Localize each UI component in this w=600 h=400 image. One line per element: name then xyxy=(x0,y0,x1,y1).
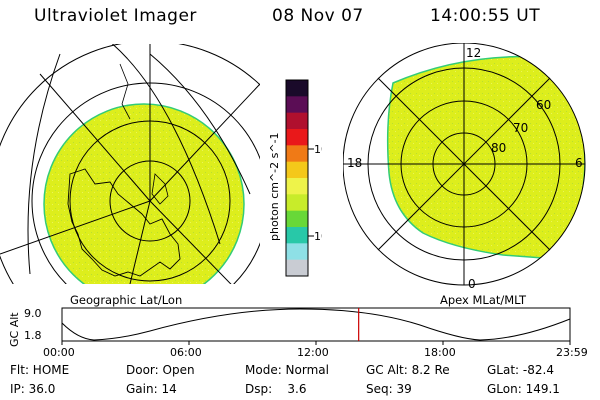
altitude-plot: GC Alt 9.0 1.8 00:00 06:00 12:00 18:00 2… xyxy=(8,307,588,359)
colorbar: 100 10 photon cm^-2 s^-1 xyxy=(268,79,322,277)
footer-seq: Seq: 39 xyxy=(366,382,412,396)
footer-glon: GLon: 149.1 xyxy=(487,382,560,396)
mlt-label-lat-60: 60 xyxy=(536,98,551,112)
mlt-caption: Apex MLat/MLT xyxy=(440,293,527,307)
altitude-ylabel: GC Alt xyxy=(8,312,21,347)
colorbar-tick-10: 10 xyxy=(314,230,322,243)
altitude-xtick-1: 06:00 xyxy=(170,346,202,359)
altitude-xtick-4: 23:59 xyxy=(556,346,588,359)
colorbar-segment xyxy=(286,227,308,244)
colorbar-segment xyxy=(286,129,308,146)
altitude-xtick-2: 12:00 xyxy=(297,346,329,359)
colorbar-label: photon cm^-2 s^-1 xyxy=(268,132,281,241)
footer-gcalt: GC Alt: 8.2 Re xyxy=(366,363,450,377)
footer-gain: Gain: 14 xyxy=(126,382,177,396)
footer-ip: IP: 36.0 xyxy=(10,382,56,396)
colorbar-segment xyxy=(286,96,308,114)
mlt-aurora-region xyxy=(386,55,585,259)
altitude-xtick-3: 18:00 xyxy=(424,346,456,359)
altitude-ytick-high: 9.0 xyxy=(24,307,42,320)
mlt-label-dusk: 18 xyxy=(347,156,362,170)
footer-flt: Flt: HOME xyxy=(10,363,70,377)
instrument-title: Ultraviolet Imager xyxy=(34,6,197,26)
altitude-xtick-0: 00:00 xyxy=(43,346,75,359)
mlt-label-midnight: 0 xyxy=(468,277,476,291)
footer-door: Door: Open xyxy=(126,363,195,377)
geo-caption: Geographic Lat/Lon xyxy=(70,293,183,307)
colorbar-segment xyxy=(286,194,308,212)
geographic-image xyxy=(0,44,260,284)
date-label: 08 Nov 07 xyxy=(272,6,364,26)
mlt-label-lat-70: 70 xyxy=(513,121,528,135)
colorbar-segment xyxy=(286,145,308,163)
colorbar-segment xyxy=(286,112,308,130)
colorbar-segment xyxy=(286,178,308,195)
colorbar-segment xyxy=(286,259,308,277)
mlt-label-noon: 12 xyxy=(466,46,481,60)
colorbar-tick-100: 100 xyxy=(314,143,322,156)
colorbar-segment xyxy=(286,243,308,261)
footer-dsp: Dsp: 3.6 xyxy=(245,382,307,396)
altitude-ytick-low: 1.8 xyxy=(24,329,42,342)
time-label: 14:00:55 UT xyxy=(430,6,541,26)
footer-mode: Mode: Normal xyxy=(245,363,329,377)
coastline xyxy=(67,168,181,277)
footer-glat: GLat: -82.4 xyxy=(487,363,554,377)
colorbar-segment xyxy=(286,210,308,228)
mlt-polar-plot: 12 18 6 0 60 70 80 xyxy=(343,43,586,291)
colorbar-segment xyxy=(286,161,308,179)
colorbar-segment xyxy=(286,80,308,97)
altitude-curve xyxy=(61,308,571,341)
mlt-label-lat-80: 80 xyxy=(491,141,506,155)
mlt-label-dawn: 6 xyxy=(575,156,583,170)
